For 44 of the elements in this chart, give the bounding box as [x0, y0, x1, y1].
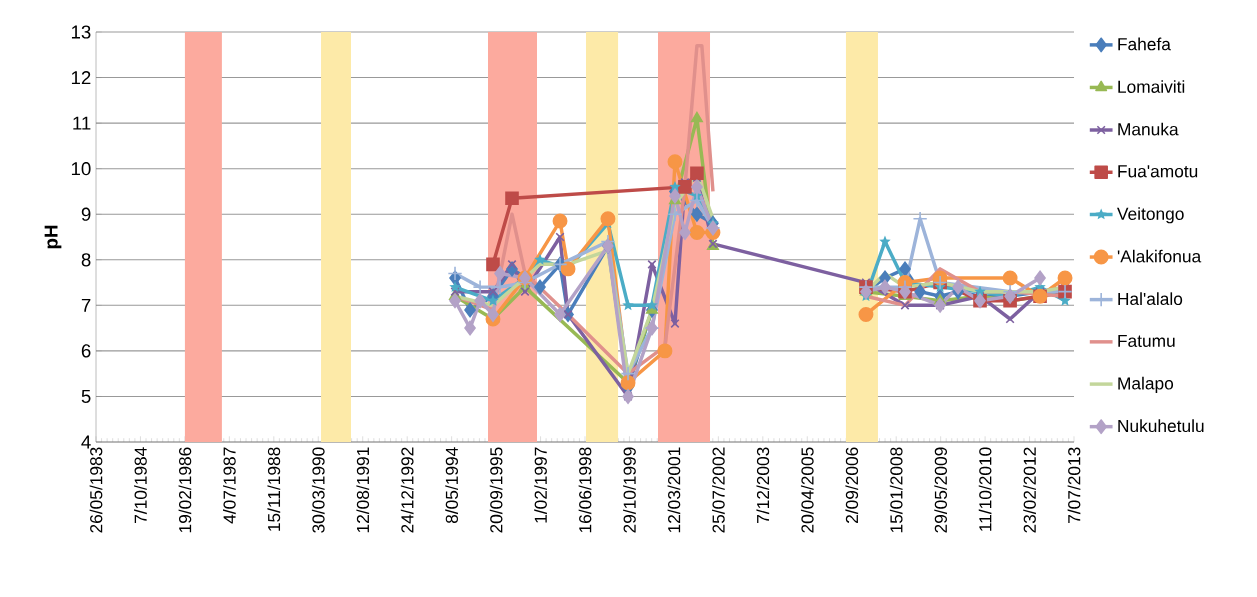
x-tick-label: 15/11/1988: [267, 447, 281, 531]
x-tick-label: 20/09/1995: [489, 447, 503, 533]
x-tick-label: 15/01/2008: [889, 447, 903, 533]
x-tick-label: 20/04/2005: [800, 447, 814, 533]
x-tick-label: 7/10/1984: [134, 447, 147, 523]
x-tick-label: 12/08/1991: [356, 447, 370, 533]
x-tick-label: 1/02/1997: [534, 447, 547, 523]
legend-label: Hal'alalo: [1118, 292, 1183, 306]
legend-label: Manuka: [1118, 122, 1179, 136]
x-tick-label: 24/12/1992: [400, 447, 414, 533]
legend-label: Veitongo: [1117, 207, 1184, 224]
x-tick-label: 2/09/2006: [845, 447, 859, 523]
x-tick-label: 12/03/2001: [667, 447, 681, 533]
x-tick-label: 11/10/2010: [978, 447, 992, 531]
x-tick-label: 29/05/2009: [934, 447, 948, 533]
legend-label: Fatumu: [1118, 334, 1175, 347]
x-tick-label: 7/07/2013: [1067, 447, 1081, 523]
y-tick-label: 7: [81, 298, 91, 312]
y-axis-title: pH: [44, 225, 62, 249]
y-tick-label: 4: [81, 435, 91, 449]
legend-label: Fahefa: [1118, 37, 1171, 51]
legend-label: Nukuhetulu: [1118, 419, 1204, 433]
legend-label: 'Alakifonua: [1117, 249, 1202, 263]
y-tick-label: 13: [71, 25, 91, 39]
x-tick-label: 25/07/2002: [712, 447, 725, 533]
y-tick-label: 5: [81, 389, 91, 403]
legend-label: Lomaiviti: [1118, 80, 1185, 93]
y-tick-label: 12: [71, 71, 91, 85]
x-tick-label: 29/10/1999: [623, 447, 636, 533]
x-tick-label: 16/06/1998: [578, 447, 592, 533]
x-tick-label: 26/05/1983: [89, 447, 103, 533]
y-tick-label: 10: [71, 162, 91, 176]
x-tick-label: 8/05/1994: [445, 447, 458, 524]
y-tick-label: 8: [81, 253, 91, 267]
x-tick-label: 30/03/1990: [311, 447, 325, 533]
y-tick-label: 9: [81, 207, 91, 221]
x-tick-label: 19/02/1986: [178, 447, 192, 533]
x-tick-label: 23/02/2012: [1023, 447, 1036, 533]
x-tick-label: 7/12/2003: [756, 447, 770, 523]
x-tick-label: 4/07/1987: [222, 447, 236, 524]
y-tick-label: 6: [81, 344, 91, 358]
legend-label: Malapo: [1118, 376, 1174, 393]
y-tick-label: 11: [73, 116, 91, 130]
legend-label: Fua'amotu: [1118, 165, 1198, 178]
